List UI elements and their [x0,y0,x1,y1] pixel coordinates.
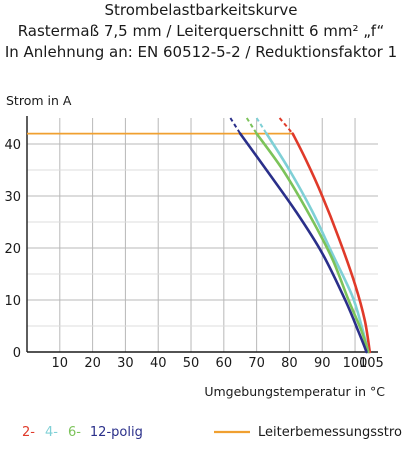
y-tick-label: 40 [4,138,21,153]
series-12-dashed-segment [229,117,242,135]
y-tick-label: 30 [4,190,21,205]
legend-item-12: 12- [90,425,112,440]
y-tick-label: 0 [13,346,21,361]
legend-item-4: 4- [45,425,58,440]
x-tick-label: 40 [150,356,167,371]
series-12-curve [238,132,368,354]
x-tick-label: 50 [183,356,200,371]
y-axis-label: Strom in A [6,93,72,108]
series-2-dashed-segment [278,117,294,135]
x-tick-label: 70 [248,356,265,371]
x-tick-label: 100 [343,356,368,371]
chart-title: Strombelastbarkeitskurve [104,1,298,19]
x-tick-label: 90 [314,356,331,371]
x-tick-label: 80 [281,356,298,371]
x-tick-label: 20 [84,356,101,371]
y-tick-label: 20 [4,242,21,257]
legend-suffix: polig [111,425,143,440]
legend-item-2: 2- [22,425,35,440]
x-tick-label: 60 [216,356,233,371]
series-6-dashed-segment [245,117,258,135]
y-tick-label: 10 [4,294,21,309]
series-4-curve [265,132,370,354]
chart-subtitle-standard: In Anlehnung an: EN 60512-5-2 / Reduktio… [4,43,398,61]
x-tick-label: 10 [52,356,69,371]
legend-rated-current-label: Leiterbemessungsstrom [258,425,402,440]
x-tick-label: 30 [117,356,134,371]
series-6-curve [255,132,370,354]
legend-series: 2- 4- 6- 12-polig [22,425,143,440]
x-tick-label: 105 [359,356,384,371]
series-2-curve [291,132,372,354]
series-4-dashed-segment [255,117,268,135]
x-axis-label: Umgebungstemperatur in °C [204,384,385,399]
legend-item-6: 6- [68,425,81,440]
chart-subtitle-spacing: Rastermaß 7,5 mm / Leiterquerschnitt 6 m… [17,22,385,40]
chart-title-block: Strombelastbarkeitskurve Rastermaß 7,5 m… [0,0,402,63]
